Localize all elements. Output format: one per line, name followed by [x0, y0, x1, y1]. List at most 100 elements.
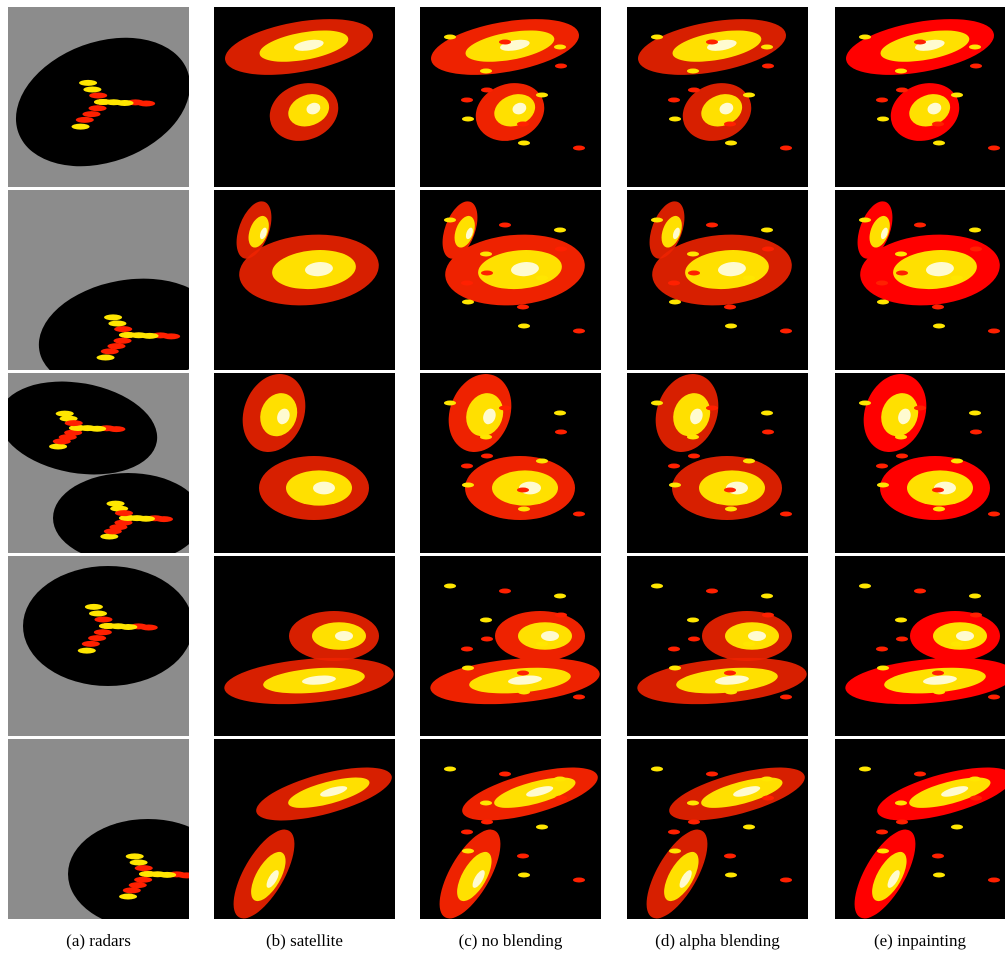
echo: [914, 589, 926, 594]
echo: [988, 146, 1000, 151]
echo: [933, 873, 945, 878]
echo: [669, 666, 681, 671]
caption: (b) satellite: [266, 931, 343, 950]
image-cell: [627, 739, 810, 927]
echo: [481, 271, 493, 276]
caption: (d) alpha blending: [655, 931, 780, 950]
echo: [933, 690, 945, 695]
echo: [687, 435, 699, 440]
echo: [555, 613, 567, 618]
echo: [480, 435, 492, 440]
echo: [761, 594, 773, 599]
cell-content: [835, 7, 1005, 187]
echo: [518, 873, 530, 878]
echo: [895, 618, 907, 623]
echo: [780, 878, 792, 883]
captions: (a) radars(b) satellite(c) no blending(d…: [66, 931, 966, 950]
echo: [877, 300, 889, 305]
echo: [517, 305, 529, 310]
caption: (a) radars: [66, 931, 131, 950]
echo: [123, 887, 141, 893]
echo: [88, 635, 106, 641]
echo: [56, 411, 74, 417]
image-cell: [214, 556, 396, 736]
caption: (e) inpainting: [874, 931, 967, 950]
echo: [499, 40, 511, 45]
cell-content: [835, 365, 1005, 553]
cell-content: [420, 739, 603, 927]
echo: [970, 613, 982, 618]
echo: [100, 533, 118, 539]
echo: [687, 252, 699, 257]
echo: [988, 329, 1000, 334]
echo: [78, 648, 96, 654]
echo: [725, 324, 737, 329]
echo: [155, 516, 173, 522]
echo: [137, 100, 155, 106]
echo: [517, 488, 529, 493]
image-grid: [0, 7, 1005, 929]
echo: [896, 88, 908, 93]
echo: [951, 825, 963, 830]
echo: [725, 507, 737, 512]
echo: [933, 324, 945, 329]
echo: [743, 642, 755, 647]
echo: [762, 796, 774, 801]
echo: [724, 488, 736, 493]
echo: [951, 93, 963, 98]
cloud-core: [956, 631, 974, 641]
echo: [951, 276, 963, 281]
image-cell: [835, 556, 1005, 736]
echo: [444, 218, 456, 223]
echo: [876, 464, 888, 469]
echo: [177, 872, 195, 878]
echo: [988, 512, 1000, 517]
echo: [499, 223, 511, 228]
echo: [724, 305, 736, 310]
echo: [859, 401, 871, 406]
echo: [462, 849, 474, 854]
echo: [743, 276, 755, 281]
echo: [780, 146, 792, 151]
echo: [518, 324, 530, 329]
image-cell: [420, 7, 601, 187]
echo: [573, 329, 585, 334]
echo: [88, 426, 106, 432]
echo: [725, 873, 737, 878]
echo: [859, 35, 871, 40]
image-cell: [0, 370, 203, 563]
cell-content: [8, 739, 228, 929]
echo: [83, 86, 101, 92]
cloud-core: [748, 631, 766, 641]
echo: [896, 820, 908, 825]
echo: [461, 98, 473, 103]
cell-content: [420, 7, 601, 187]
echo: [101, 348, 119, 354]
echo: [116, 100, 134, 106]
echo: [573, 878, 585, 883]
echo: [76, 117, 94, 123]
image-cell: [835, 365, 1005, 553]
image-cell: [420, 739, 603, 927]
echo: [914, 772, 926, 777]
echo: [555, 64, 567, 69]
echo: [914, 223, 926, 228]
cell-content: [627, 190, 808, 370]
echo: [554, 228, 566, 233]
echo: [876, 281, 888, 286]
echo: [536, 642, 548, 647]
echo: [687, 618, 699, 623]
echo: [669, 300, 681, 305]
echo: [444, 584, 456, 589]
echo: [554, 45, 566, 50]
echo: [462, 483, 474, 488]
echo: [688, 88, 700, 93]
echo: [119, 332, 137, 338]
echo: [461, 281, 473, 286]
echo: [876, 830, 888, 835]
echo: [970, 247, 982, 252]
echo: [988, 878, 1000, 883]
echo: [517, 122, 529, 127]
cell-content: [214, 190, 395, 370]
echo: [687, 69, 699, 74]
